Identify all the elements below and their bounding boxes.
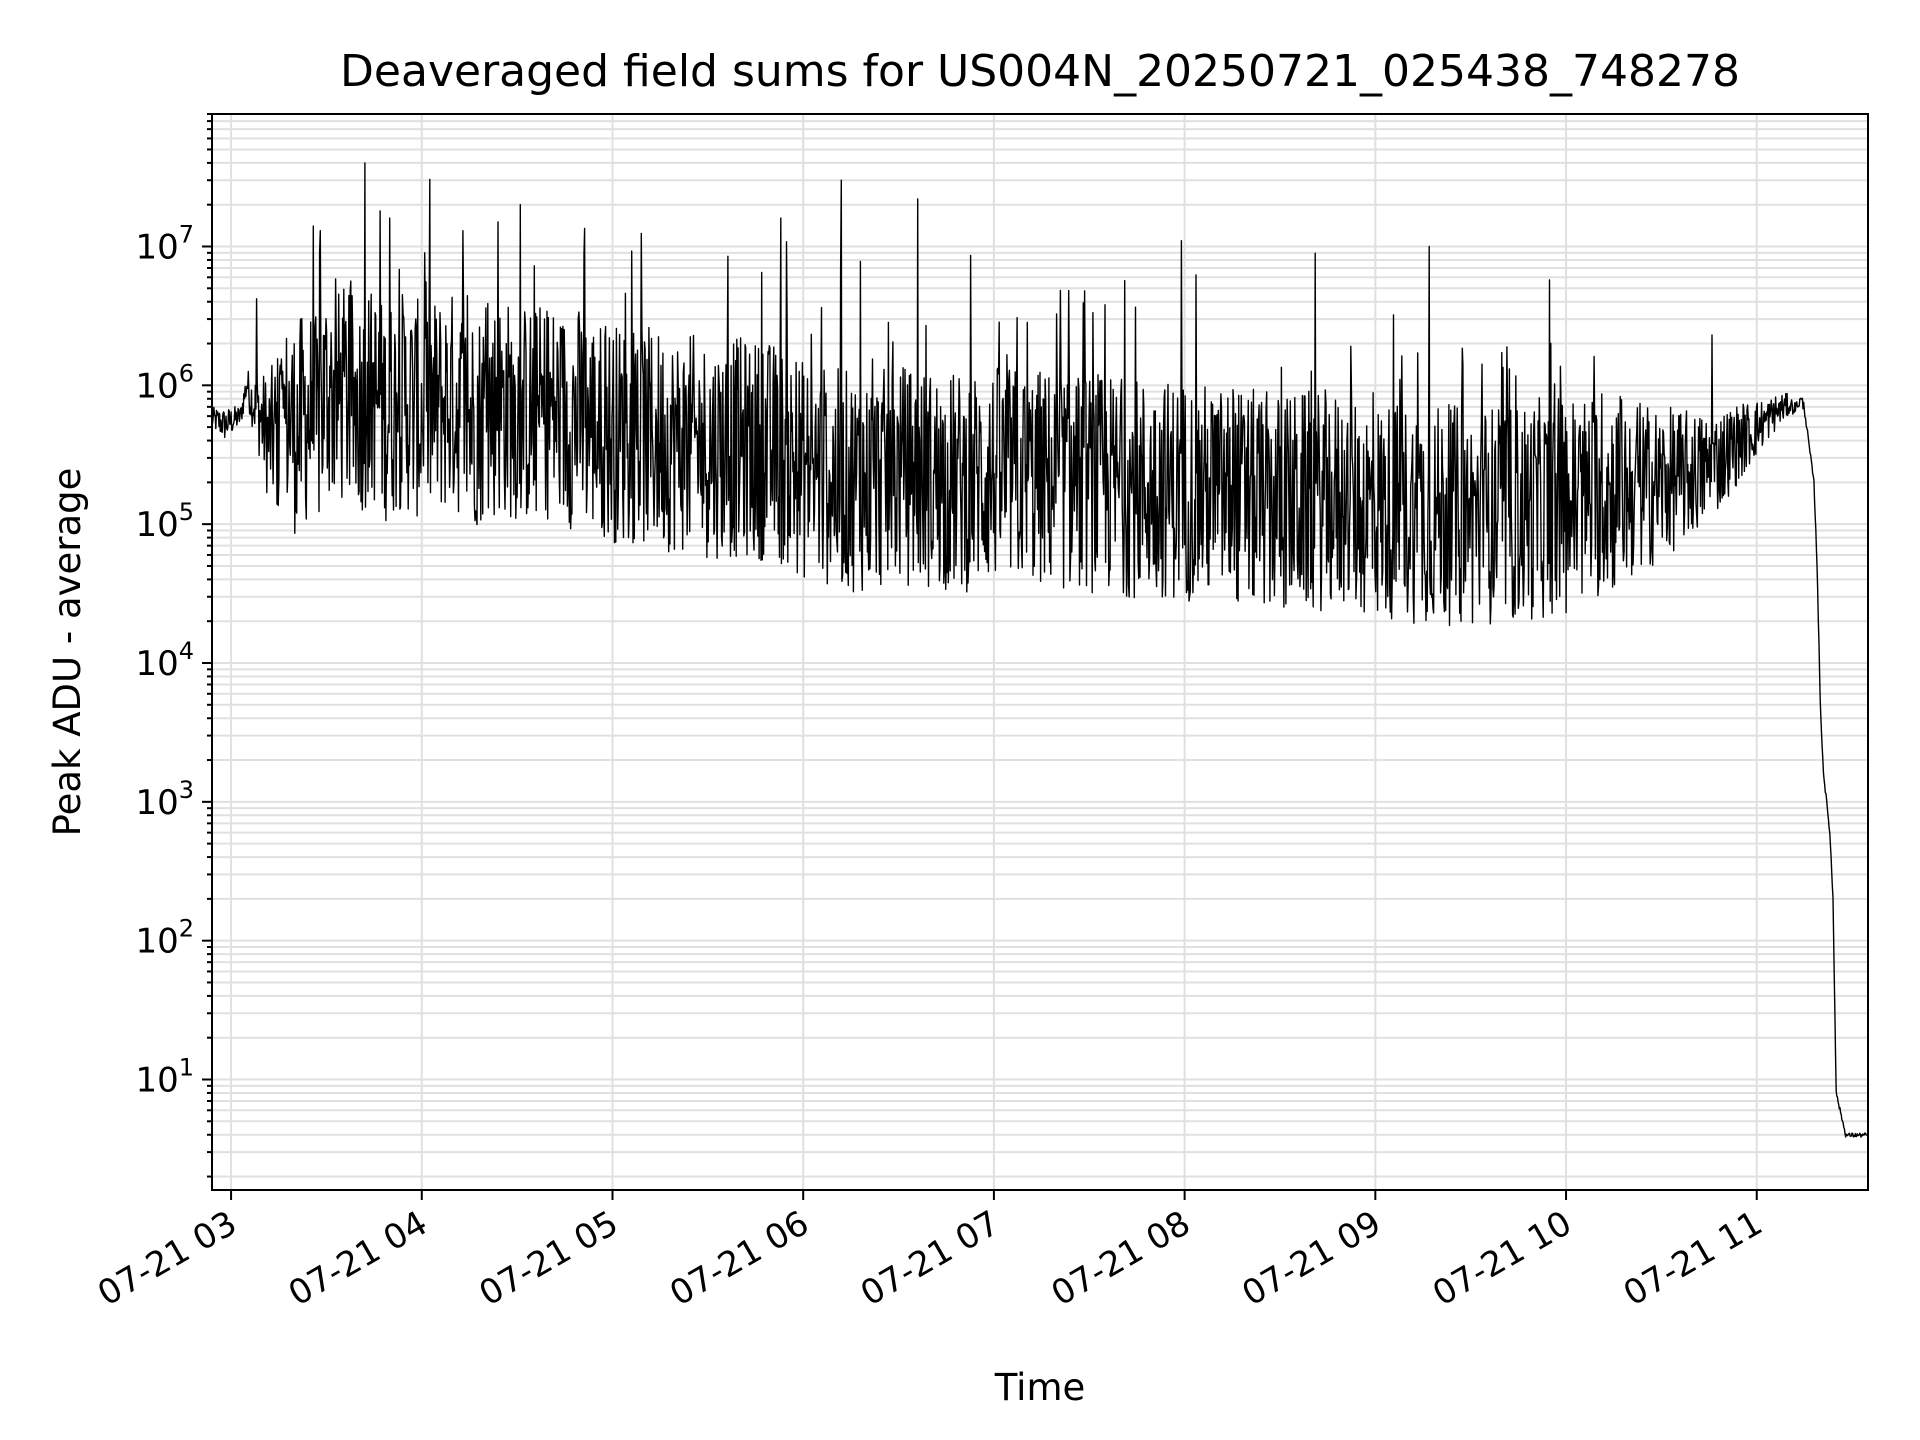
series-line [211,162,1869,1138]
chart-title: Deaveraged field sums for US004N_2025072… [340,46,1740,97]
grid-lines [212,113,1868,1190]
y-tick-label: 103 [135,776,194,823]
plot-frame [211,113,1869,1191]
y-tick-label: 102 [135,915,194,962]
x-axis-label: Time [994,1366,1086,1409]
y-tick-label: 104 [135,637,194,684]
y-tick-label: 107 [135,220,194,267]
y-axis-label: Peak ADU - average [46,468,89,837]
series-layer [211,162,1869,1138]
y-axis-ticks: 101 102 103 104 105 106 107 [135,113,212,1178]
y-tick-label: 101 [135,1054,194,1101]
y-tick-label: 105 [135,498,194,545]
y-tick-label: 106 [135,359,194,406]
